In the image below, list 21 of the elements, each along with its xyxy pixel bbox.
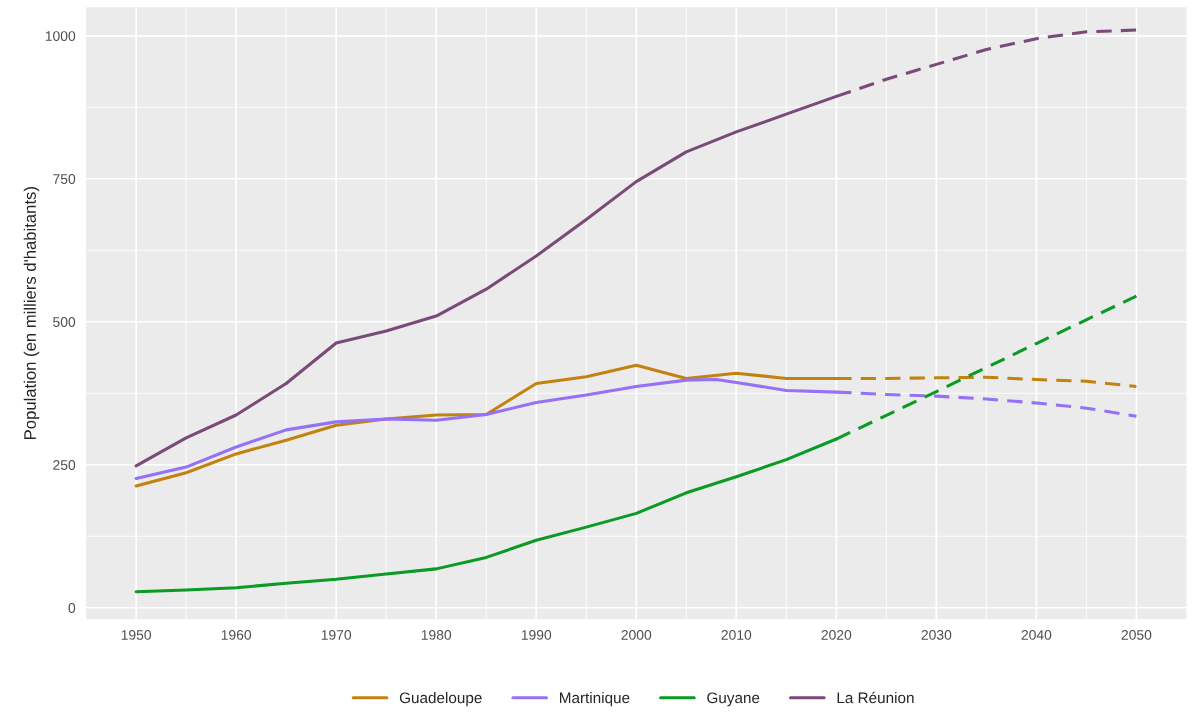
x-tick-label: 2000 <box>621 629 652 640</box>
y-tick-label: 1000 <box>45 31 76 41</box>
y-axis-title: Population (en milliers d'habitants) <box>23 187 40 439</box>
y-tick-label: 500 <box>53 317 76 327</box>
y-tick-label: 250 <box>53 460 76 470</box>
x-tick-label: 2050 <box>1121 629 1152 640</box>
legend-label: La Réunion <box>837 691 914 704</box>
x-tick-label: 1960 <box>221 629 252 640</box>
x-tick-label: 2030 <box>921 629 952 640</box>
legend-label: Guyane <box>707 692 760 707</box>
x-tick-label: 1970 <box>321 629 352 640</box>
x-tick-label: 2040 <box>1021 629 1052 640</box>
y-tick-label: 0 <box>68 603 76 613</box>
legend-label: Martinique <box>559 692 630 707</box>
x-tick-label: 1980 <box>421 629 452 640</box>
x-tick-label: 1990 <box>521 629 552 640</box>
legend-label: Guadeloupe <box>399 692 482 707</box>
x-tick-label: 1950 <box>121 629 152 640</box>
x-tick-label: 2020 <box>821 629 852 640</box>
x-tick-label: 2010 <box>721 629 752 640</box>
y-tick-label: 750 <box>53 174 76 184</box>
